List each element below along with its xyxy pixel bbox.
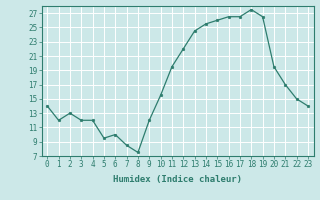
X-axis label: Humidex (Indice chaleur): Humidex (Indice chaleur) — [113, 175, 242, 184]
